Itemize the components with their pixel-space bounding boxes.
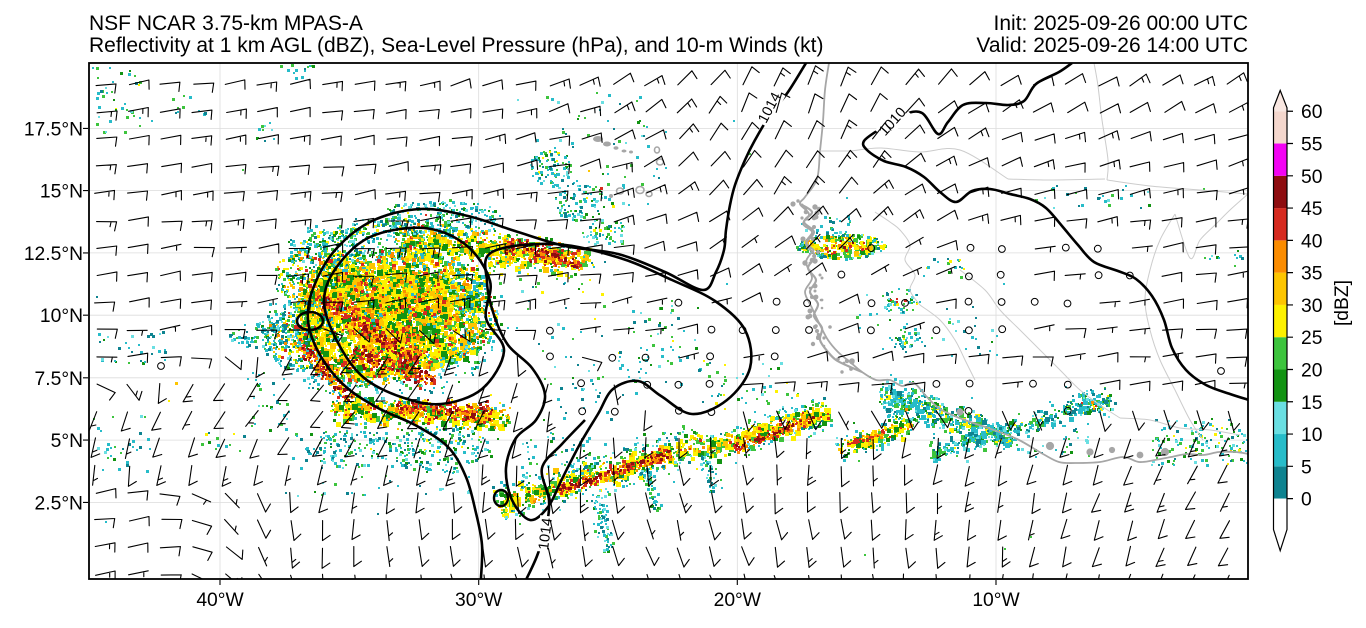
svg-text:2.5°N: 2.5°N [35,493,83,514]
svg-text:Reflectivity at 1 km AGL (dBZ): Reflectivity at 1 km AGL (dBZ), Sea-Leve… [89,34,823,57]
svg-text:30°W: 30°W [455,590,503,611]
svg-text:15°N: 15°N [40,182,83,203]
svg-text:7.5°N: 7.5°N [35,369,83,390]
svg-text:40°W: 40°W [196,590,244,611]
svg-text:55: 55 [1301,135,1322,156]
svg-text:60: 60 [1301,102,1322,123]
svg-text:35: 35 [1301,264,1322,285]
svg-text:25: 25 [1301,328,1322,349]
svg-text:45: 45 [1301,199,1322,220]
svg-text:NSF NCAR 3.75-km MPAS-A: NSF NCAR 3.75-km MPAS-A [89,12,363,35]
svg-text:5°N: 5°N [51,431,83,452]
svg-text:Valid: 2025-09-26 14:00 UTC: Valid: 2025-09-26 14:00 UTC [976,34,1248,57]
svg-text:Init: 2025-09-26 00:00 UTC: Init: 2025-09-26 00:00 UTC [994,12,1248,35]
svg-text:30: 30 [1301,296,1322,317]
svg-text:12.5°N: 12.5°N [24,244,83,265]
svg-text:17.5°N: 17.5°N [24,119,83,140]
svg-text:10°W: 10°W [972,590,1020,611]
svg-text:10°N: 10°N [40,306,83,327]
svg-text:15: 15 [1301,393,1322,414]
svg-text:0: 0 [1301,490,1312,511]
svg-text:40: 40 [1301,231,1322,252]
svg-text:5: 5 [1301,457,1312,478]
svg-text:[dBZ]: [dBZ] [1332,280,1353,326]
svg-text:20°W: 20°W [714,590,762,611]
svg-text:50: 50 [1301,167,1322,188]
svg-text:20: 20 [1301,360,1322,381]
svg-text:10: 10 [1301,425,1322,446]
